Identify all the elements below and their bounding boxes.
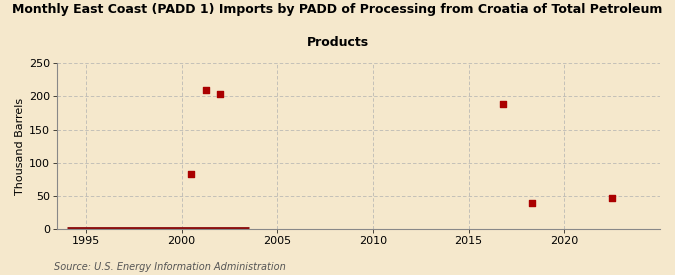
Point (526, 200, 537, 205)
Point (497, 102, 508, 106)
Text: Monthly East Coast (PADD 1) Imports by PADD of Processing from Croatia of Total : Monthly East Coast (PADD 1) Imports by P… (12, 3, 663, 16)
Point (215, 91, 225, 96)
Text: Source: U.S. Energy Information Administration: Source: U.S. Energy Information Administ… (54, 262, 286, 272)
Y-axis label: Thousand Barrels: Thousand Barrels (15, 98, 25, 195)
Point (201, 88, 212, 92)
Point (186, 172, 196, 176)
Point (607, 196, 618, 200)
Text: Products: Products (306, 36, 369, 49)
